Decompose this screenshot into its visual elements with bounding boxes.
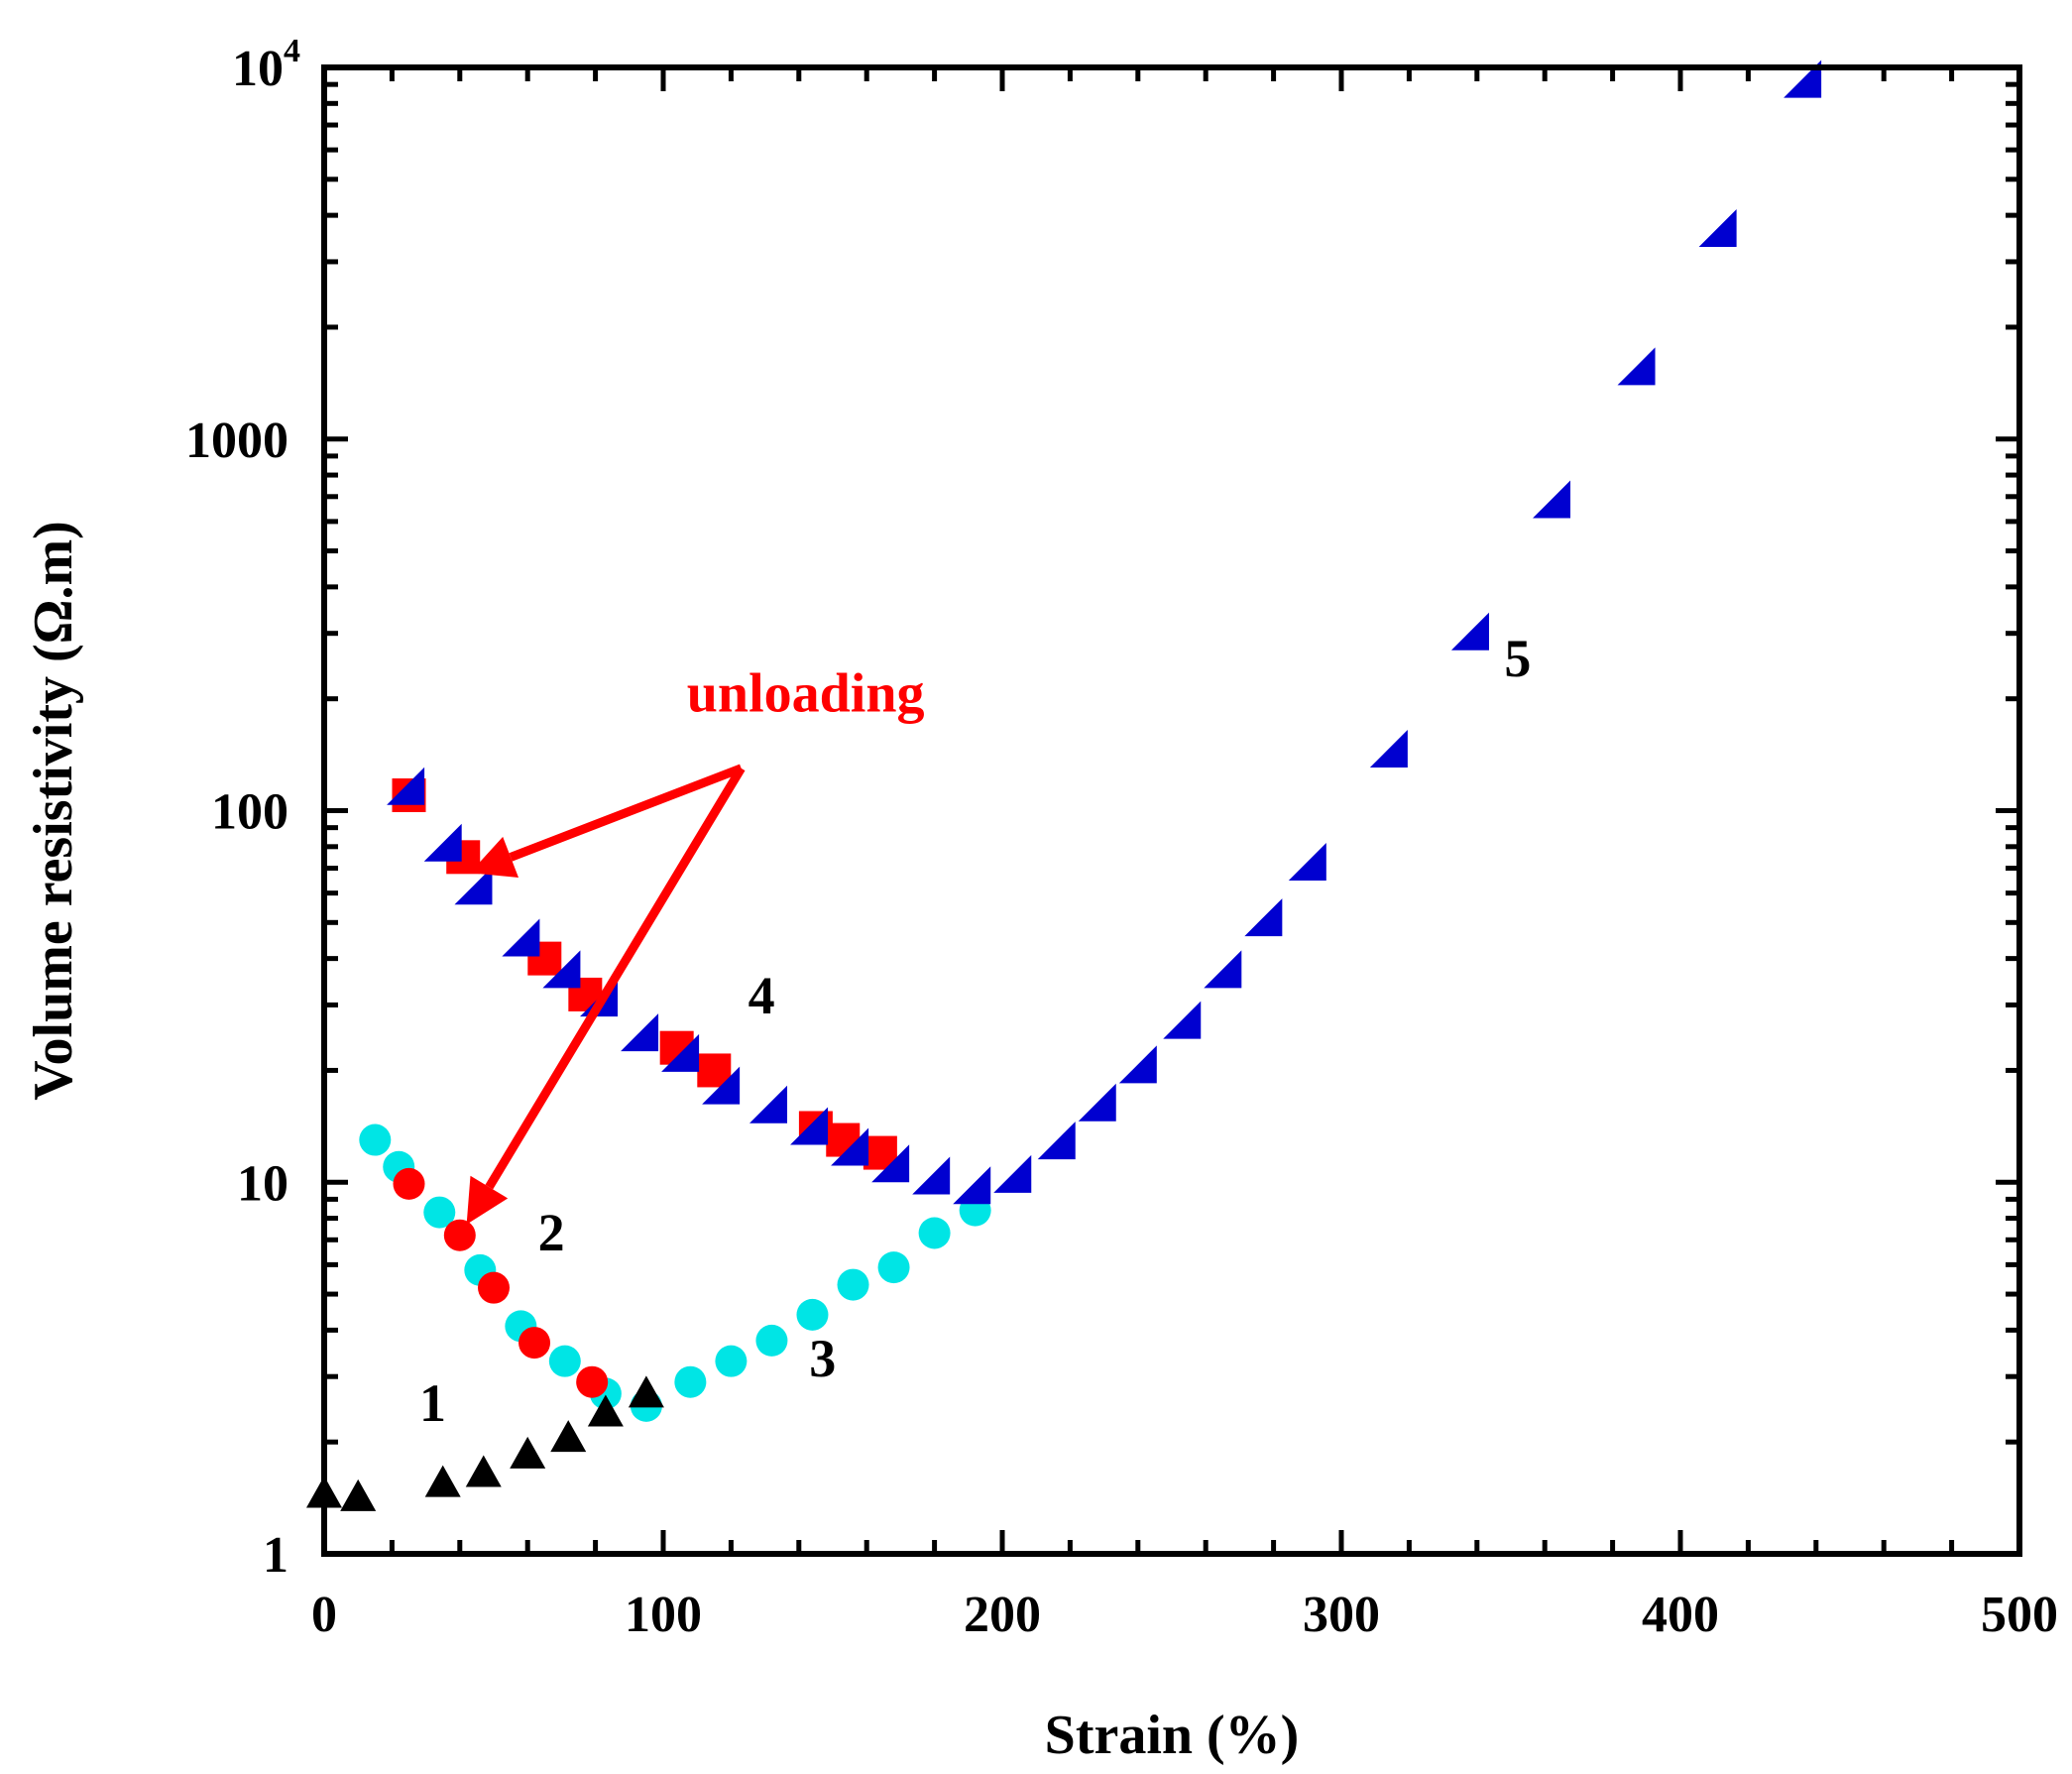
series-5-point: [1450, 612, 1489, 650]
series-5-point: [661, 1033, 700, 1072]
label-1: 1: [419, 1373, 446, 1433]
series-5-point: [790, 1107, 829, 1145]
series-3-point: [877, 1251, 910, 1284]
series-2-point: [478, 1271, 510, 1304]
arrow-shaft: [485, 766, 746, 1190]
series-5-point: [749, 1085, 788, 1124]
series-2-point: [443, 1219, 476, 1251]
series-1-point: [550, 1420, 587, 1453]
series-5-point: [1244, 898, 1283, 937]
series-5-point: [831, 1127, 869, 1166]
series-3-point: [837, 1268, 869, 1301]
axis-ticks: [321, 64, 2022, 1557]
series-3-point: [715, 1345, 748, 1377]
series-1-point: [465, 1455, 502, 1487]
series-3-point: [423, 1196, 456, 1229]
series-5-point: [621, 1013, 659, 1052]
series-5-point: [993, 1154, 1032, 1193]
x-tick-label: 100: [625, 1587, 702, 1643]
label-3: 3: [809, 1329, 836, 1388]
series-3-point: [796, 1298, 829, 1331]
series-1-point: [587, 1394, 624, 1427]
y-tick-label: 1000: [185, 413, 288, 469]
series-5-point: [953, 1166, 991, 1205]
series-5-point: [454, 867, 493, 905]
x-tick-label: 0: [311, 1587, 337, 1643]
series-5: [387, 59, 1822, 1205]
unloading-label: unloading: [687, 662, 925, 724]
series-5-point: [1037, 1122, 1076, 1160]
data-points: [306, 59, 1822, 1511]
y-tick-label: 1: [263, 1527, 288, 1584]
series-5-point: [1698, 209, 1737, 248]
series-4: [392, 777, 897, 1170]
series-3-point: [755, 1324, 788, 1357]
arrow-to-series-2: [466, 766, 746, 1225]
series-5-point: [912, 1156, 951, 1195]
series-5-point: [1163, 1001, 1202, 1039]
x-tick-label: 300: [1303, 1587, 1380, 1643]
x-axis-title: Strain (%): [1045, 1705, 1300, 1766]
series-5-point: [871, 1144, 910, 1183]
series-3-point: [918, 1217, 951, 1249]
series-5-point: [1204, 950, 1242, 989]
series-1-point: [424, 1465, 461, 1497]
series-2: [393, 1167, 609, 1398]
series-5-point: [542, 950, 581, 989]
axis-tick-labels: 0 100 200 300 400 500 1 10 100 1000 104: [185, 33, 2058, 1643]
y-axis-title: Volume resistivity (Ω.m): [23, 521, 84, 1101]
series-3-point: [359, 1124, 392, 1156]
series-1-point: [510, 1436, 546, 1469]
y-tick-label: 100: [211, 784, 288, 841]
series-5-point: [1078, 1083, 1116, 1122]
label-2: 2: [538, 1203, 565, 1262]
arrow-shaft: [509, 764, 744, 862]
plot-frame: [321, 64, 2022, 1557]
series-5-point: [1288, 842, 1326, 881]
label-5: 5: [1504, 629, 1531, 688]
annotations: 1 2 3 4 5 unloading: [419, 629, 1531, 1433]
y-tick-label: 104: [232, 33, 300, 97]
arrow-head: [470, 836, 519, 878]
series-5-point: [1369, 730, 1408, 769]
series-5-point: [502, 918, 540, 957]
series-5-point: [702, 1066, 741, 1105]
series-5-point: [423, 823, 462, 862]
y-tick-label: 10: [237, 1155, 288, 1212]
series-2-point: [518, 1327, 551, 1360]
series-2-point: [393, 1167, 425, 1200]
series-5-point: [387, 767, 425, 805]
series-5-point: [1118, 1045, 1157, 1084]
arrow-head: [466, 1175, 509, 1225]
label-4: 4: [748, 966, 775, 1025]
series-1-point: [340, 1478, 377, 1511]
series-5-point: [1533, 480, 1571, 519]
series-1-point: [628, 1375, 664, 1408]
arrow-to-series-4: [470, 764, 744, 878]
x-tick-label: 200: [964, 1587, 1041, 1643]
series-3-point: [548, 1345, 581, 1377]
series-3-point: [674, 1365, 707, 1398]
series-1: [306, 1375, 664, 1511]
annotation-arrows: [466, 764, 746, 1225]
series-2-point: [576, 1365, 609, 1398]
x-tick-label: 400: [1642, 1587, 1719, 1643]
series-5-point: [1617, 347, 1656, 386]
x-tick-label: 500: [1981, 1587, 2058, 1643]
